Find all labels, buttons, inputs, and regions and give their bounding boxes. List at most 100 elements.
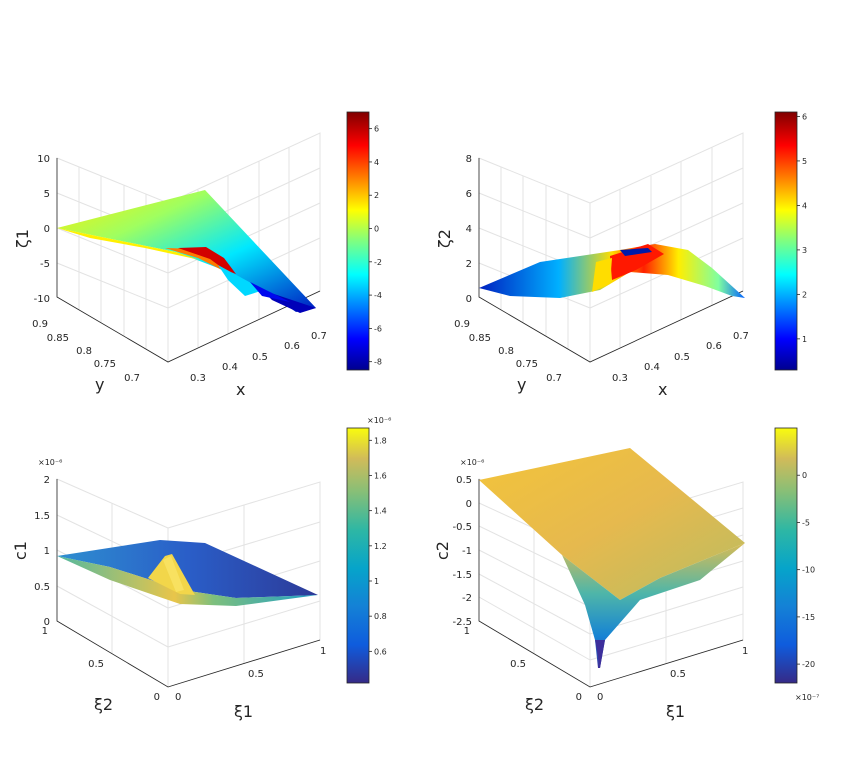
y-tick: 0.9 (32, 319, 48, 330)
y-tick-labels: 1 0.5 0 (42, 626, 160, 703)
colorbar-tick-label: -15 (802, 613, 815, 622)
x-tick: 0.5 (670, 669, 686, 680)
y-tick: 0 (576, 692, 582, 703)
z-tick: -1 (462, 546, 472, 557)
x-tick: 0.5 (248, 669, 264, 680)
x-axis-label: ξ1 (666, 702, 685, 721)
colorbar: -8 -6 -4 -2 0 2 4 6 (346, 111, 382, 371)
surface-c2 (479, 448, 745, 668)
colorbar-gradient (774, 111, 798, 371)
y-tick: 0.85 (47, 333, 69, 344)
x-tick: 1 (320, 646, 326, 657)
y-axis-label: ξ2 (94, 695, 113, 714)
x-axis-label: x (658, 380, 667, 399)
colorbar-tick-label: 1 (374, 577, 379, 586)
colorbar-tick-label: 0.6 (374, 647, 387, 656)
colorbar: ×10⁻⁶ 0.6 0.8 1 1.2 1.4 1.6 1.8 (346, 416, 391, 684)
z-tick: -5 (40, 259, 50, 270)
y-tick: 0.8 (498, 346, 514, 357)
y-tick: 1 (42, 626, 48, 637)
y-tick: 0.7 (546, 373, 562, 384)
x-tick: 0.5 (252, 352, 268, 363)
colorbar-tick-label: 1.6 (374, 471, 387, 480)
y-tick: 0.9 (454, 319, 470, 330)
z-tick: 1 (44, 546, 50, 557)
z-tick: -1.5 (452, 570, 472, 581)
colorbar-tick-label: 0 (802, 471, 807, 480)
panel-zeta1: 10 5 0 -5 -10 0.9 0.85 0.8 0.75 0.7 0.3 … (13, 111, 382, 399)
x-tick: 0.6 (284, 341, 300, 352)
z-axis-label: c2 (433, 541, 452, 560)
x-tick: 1 (742, 646, 748, 657)
x-tick-labels: 0 0.5 1 (175, 646, 326, 703)
z-tick: 0 (466, 499, 472, 510)
colorbar-tick-label: -20 (802, 660, 815, 669)
z-tick: 5 (44, 189, 50, 200)
colorbar-tick-label: -5 (802, 518, 810, 527)
y-tick: 0.75 (516, 359, 538, 370)
z-exponent: ×10⁻⁶ (38, 458, 62, 467)
colorbar-exponent: ×10⁻⁷ (795, 693, 819, 702)
z-tick: 4 (466, 224, 472, 235)
z-tick: 1.5 (34, 511, 50, 522)
x-tick-labels: 0.3 0.4 0.5 0.6 0.7 (190, 331, 327, 384)
colorbar-tick-label: 6 (802, 112, 807, 121)
z-tick: -2.5 (452, 617, 472, 628)
colorbar-tick-label: 4 (802, 201, 807, 210)
x-tick-labels: 0.3 0.4 0.5 0.6 0.7 (612, 331, 749, 384)
colorbar-tick-label: 3 (802, 246, 807, 255)
colorbar-tick-label: 4 (374, 158, 379, 167)
z-tick: 6 (466, 189, 472, 200)
colorbar-tick-label: 1.2 (374, 542, 387, 551)
y-tick: 0.8 (76, 346, 92, 357)
z-tick-labels: 2 1.5 1 0.5 0 (34, 475, 50, 628)
x-tick: 0 (597, 692, 603, 703)
colorbar-tick-label: -8 (374, 358, 382, 367)
y-axis-label: y (517, 375, 526, 394)
y-tick: 0.5 (510, 659, 526, 670)
y-tick: 0.75 (94, 359, 116, 370)
colorbar-tick-label: 6 (374, 125, 379, 134)
x-axis-label: x (236, 380, 245, 399)
y-tick-labels: 1 0.5 0 (464, 626, 582, 703)
y-tick: 0 (154, 692, 160, 703)
z-tick: 8 (466, 154, 472, 165)
y-axis-label: ξ2 (525, 695, 544, 714)
panel-c1: ×10⁻⁶ 2 1.5 1 0.5 0 1 0.5 0 0 0.5 1 ξ1 ξ… (11, 416, 391, 721)
colorbar-tick-label: -10 (802, 566, 815, 575)
y-tick-labels: 0.9 0.85 0.8 0.75 0.7 (454, 319, 562, 384)
z-axis-label: c1 (11, 541, 30, 560)
z-tick: -2 (462, 593, 472, 604)
x-tick: 0.5 (674, 352, 690, 363)
z-tick: -10 (34, 294, 50, 305)
colorbar-tick-label: 1.4 (374, 507, 387, 516)
z-tick: 0 (44, 617, 50, 628)
surface-c1 (57, 540, 318, 606)
z-axis-label: ζ1 (13, 229, 32, 248)
z-tick: 0.5 (34, 582, 50, 593)
x-tick: 0.3 (612, 373, 628, 384)
colorbar-tick-label: 1 (802, 335, 807, 344)
z-axis-label: ζ2 (435, 229, 454, 248)
colorbar-tick-label: 5 (802, 157, 807, 166)
z-tick: 0 (44, 224, 50, 235)
colorbar-tick-label: 1.8 (374, 436, 387, 445)
y-axis-label: y (95, 375, 104, 394)
surface-zeta1 (57, 190, 316, 313)
surface-zeta2 (479, 244, 745, 298)
panel-zeta2: 8 6 4 2 0 0.9 0.85 0.8 0.75 0.7 0.3 0.4 … (435, 111, 807, 399)
y-tick: 0.7 (124, 373, 140, 384)
z-tick-labels: 0.5 0 -0.5 -1 -1.5 -2 -2.5 (452, 475, 472, 628)
x-axis-label: ξ1 (234, 702, 253, 721)
y-tick: 0.85 (469, 333, 491, 344)
z-tick: 0.5 (456, 475, 472, 486)
z-tick: 2 (466, 259, 472, 270)
colorbar-tick-label: 0 (374, 225, 379, 234)
colorbar: 1 2 3 4 5 6 (774, 111, 807, 371)
y-tick: 1 (464, 626, 470, 637)
colorbar-tick-label: -2 (374, 258, 382, 267)
axes-box (478, 132, 744, 363)
z-tick-labels: 10 5 0 -5 -10 (34, 154, 50, 305)
colorbar-tick-label: -6 (374, 324, 382, 333)
colorbar-tick-label: 2 (802, 290, 807, 299)
